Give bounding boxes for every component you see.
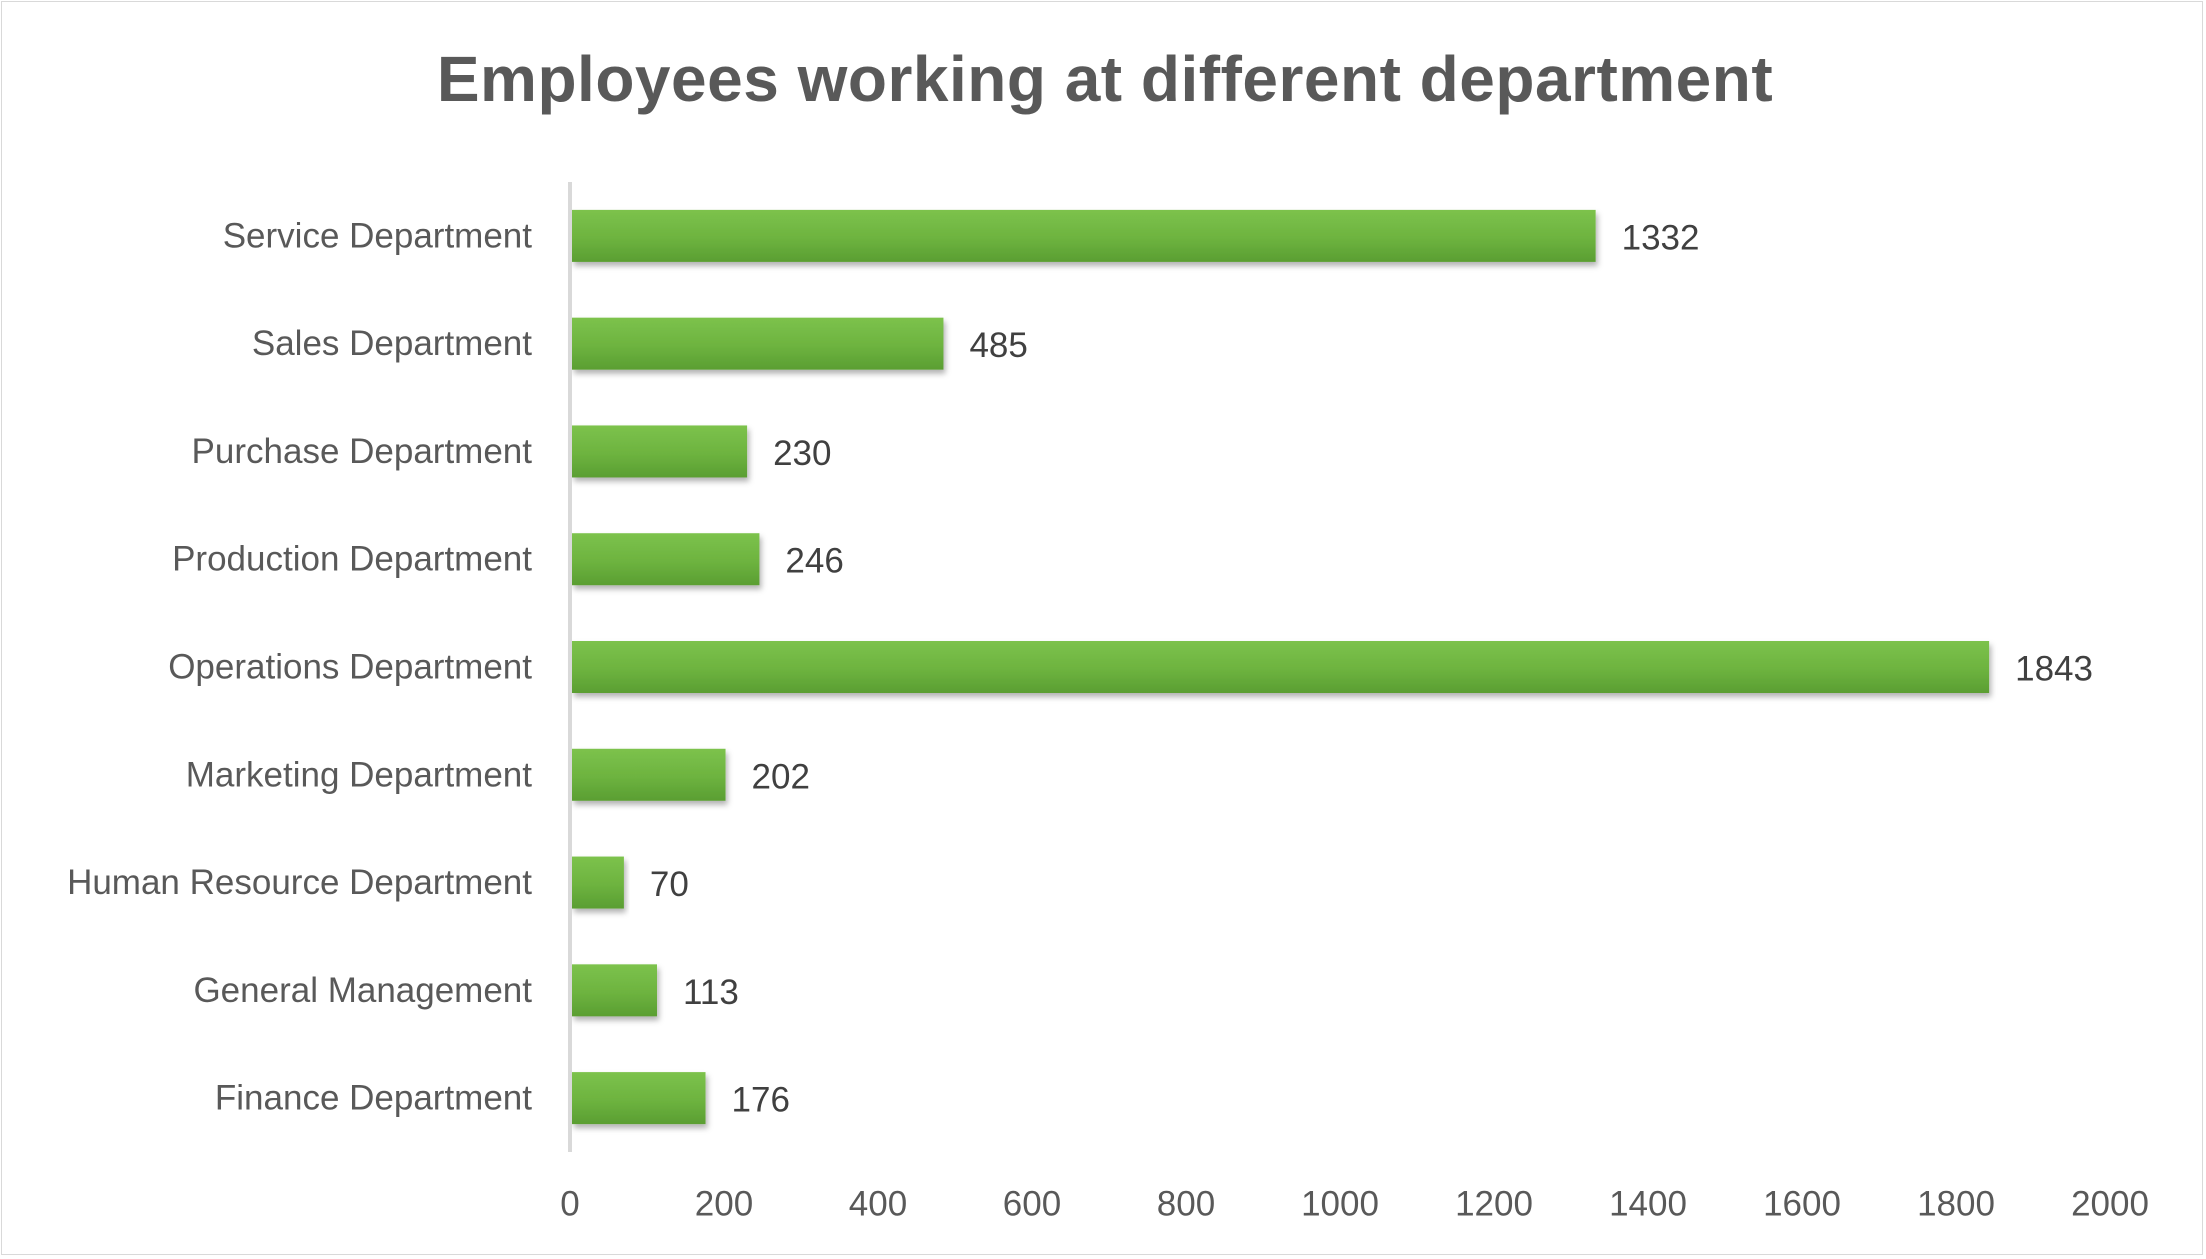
x-tick-label-2000: 2000 <box>2071 1185 2149 1224</box>
category-label-operations-department: Operations Department <box>168 648 532 687</box>
x-tick-label-1600: 1600 <box>1763 1185 1841 1224</box>
category-label-finance-department: Finance Department <box>215 1079 532 1118</box>
category-label-production-department: Production Department <box>172 540 532 579</box>
x-tick-label-1200: 1200 <box>1455 1185 1533 1224</box>
data-label-finance-department: 176 <box>732 1081 790 1120</box>
x-tick-label-1400: 1400 <box>1609 1185 1687 1224</box>
x-tick-label-0: 0 <box>560 1185 579 1224</box>
bar-production-department <box>572 533 760 586</box>
category-label-general-management: General Management <box>193 971 532 1010</box>
data-label-production-department: 246 <box>785 542 843 581</box>
category-label-service-department: Service Department <box>223 216 533 255</box>
data-label-marketing-department: 202 <box>752 757 810 796</box>
x-tick-label-200: 200 <box>695 1185 753 1224</box>
bar-general-management <box>572 964 658 1017</box>
bar-human-resource-department <box>572 856 624 909</box>
category-label-purchase-department: Purchase Department <box>192 432 533 471</box>
bar-operations-department <box>572 641 1990 693</box>
bar-sales-department <box>572 317 944 370</box>
x-tick-label-400: 400 <box>849 1185 907 1224</box>
bar-purchase-department <box>572 425 748 478</box>
bar-marketing-department <box>572 748 726 801</box>
data-label-service-department: 1332 <box>1622 218 1700 257</box>
data-label-general-management: 113 <box>683 973 739 1012</box>
chart-title: Employees working at different departmen… <box>436 43 1774 115</box>
bar-finance-department <box>572 1072 706 1125</box>
data-label-human-resource-department: 70 <box>650 865 689 904</box>
data-label-operations-department: 1843 <box>2015 650 2093 689</box>
x-tick-label-600: 600 <box>1003 1185 1061 1224</box>
category-label-sales-department: Sales Department <box>252 324 532 363</box>
data-label-sales-department: 485 <box>969 326 1027 365</box>
bar-service-department <box>572 209 1596 262</box>
x-tick-label-800: 800 <box>1157 1185 1215 1224</box>
data-label-purchase-department: 230 <box>773 434 831 473</box>
category-label-marketing-department: Marketing Department <box>186 755 533 794</box>
category-label-human-resource-department: Human Resource Department <box>67 863 532 902</box>
x-tick-label-1000: 1000 <box>1301 1185 1379 1224</box>
x-tick-label-1800: 1800 <box>1917 1185 1995 1224</box>
